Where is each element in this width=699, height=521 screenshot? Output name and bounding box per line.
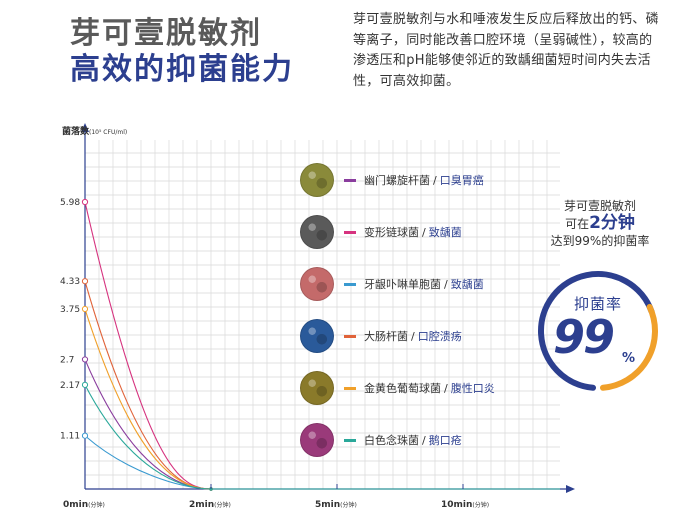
series-line (84, 384, 560, 490)
bacteria-image (300, 371, 334, 405)
bacteria-image (300, 163, 334, 197)
legend-name: 牙龈卟啉单胞菌 (364, 278, 441, 291)
x-tick-value: 10min (441, 500, 472, 510)
bacteria-image (300, 423, 334, 457)
rate-ring-orange (599, 303, 658, 391)
legend-disease: 口腔溃疡 (417, 330, 462, 343)
y-tick-label: 2.7 (60, 355, 74, 365)
x-tick-label: 5min(分钟) (315, 500, 357, 510)
legend-name: 大肠杆菌 (364, 330, 408, 343)
callout-line2: 可在2分钟 (520, 215, 680, 233)
series-start-point (81, 381, 89, 388)
x-tick-label: 2min(分钟) (189, 500, 231, 510)
legend-item: 牙龈卟啉单胞菌 / 致龋菌 (300, 266, 484, 302)
series-start-point (81, 432, 89, 439)
x-tick-value: 5min (315, 500, 340, 510)
legend-swatch (344, 282, 356, 286)
chart-curves (84, 201, 560, 490)
callout-line2-big: 2分钟 (589, 213, 635, 233)
y-axis-label: 菌落数(10⁵ CFU/ml) (62, 125, 127, 137)
x-axis-arrow (566, 485, 575, 493)
y-axis-label-main: 菌落数 (62, 125, 90, 137)
callout-line2-prefix: 可在 (565, 217, 590, 231)
series-start-point (81, 305, 89, 313)
callout: 芽可壹脱敏剂 可在2分钟 达到99%的抑菌率 (520, 198, 680, 250)
rate-ring (538, 271, 658, 391)
legend-name: 变形链球菌 (364, 226, 419, 239)
series-start-point (81, 278, 89, 285)
legend-swatch (344, 178, 356, 182)
legend-disease: 致龋菌 (450, 278, 484, 291)
legend-item: 幽门螺旋杆菌 / 口臭胃癌 (300, 162, 484, 198)
legend-separator: / (433, 173, 437, 187)
x-tick-label: 10min(分钟) (441, 500, 489, 510)
bacteria-image (300, 267, 334, 301)
rate-percent: % (622, 351, 636, 366)
rate-ring-blue (538, 271, 655, 391)
x-tick-value: 2min (189, 500, 214, 510)
legend-swatch (344, 334, 356, 338)
legend-separator: / (444, 277, 448, 291)
legend-name: 幽门螺旋杆菌 (364, 174, 430, 187)
callout-line1: 芽可壹脱敏剂 (563, 199, 636, 213)
legend-separator: / (422, 225, 426, 239)
chart-points (81, 198, 213, 491)
callout-line3: 达到99%的抑菌率 (550, 234, 650, 248)
y-tick-label: 5.98 (60, 198, 80, 208)
series-start-point (81, 198, 89, 206)
legend-disease: 口臭胃癌 (439, 174, 484, 187)
series-start-point (81, 356, 89, 363)
legend-item: 金黄色葡萄球菌 / 腹性口炎 (300, 370, 495, 406)
x-tick-unit: (分钟) (472, 501, 489, 509)
y-tick-label: 1.11 (60, 432, 80, 442)
title-line2: 高效的抑菌能力 (70, 52, 294, 87)
rate-value: 99 (553, 310, 615, 364)
legend-swatch (344, 386, 356, 390)
intro-text: 芽可壹脱敏剂与水和唾液发生反应后释放出的钙、磷等离子，同时能改善口腔环境（呈弱碱… (353, 12, 659, 89)
y-tick-label: 3.75 (60, 305, 80, 315)
legend-swatch (344, 438, 356, 442)
legend-name: 白色念珠菌 (364, 434, 419, 447)
y-axis-label-unit: (10⁵ CFU/ml) (89, 129, 127, 136)
legend-disease: 鹅口疮 (428, 434, 462, 447)
x-tick-unit: (分钟) (214, 501, 231, 509)
legend-separator: / (411, 329, 415, 343)
y-tick-label: 4.33 (60, 277, 80, 287)
x-tick-label: 0min(分钟) (63, 500, 105, 510)
legend-disease: 致龋菌 (428, 226, 462, 239)
legend-item: 白色念珠菌 / 鹅口疮 (300, 422, 462, 458)
title-line1: 芽可壹脱敏剂 (70, 16, 262, 51)
x-tick-unit: (分钟) (340, 501, 357, 509)
legend-item: 大肠杆菌 / 口腔溃疡 (300, 318, 462, 354)
y-axis-arrow (81, 123, 89, 132)
legend-separator: / (444, 381, 448, 395)
x-tick-unit: (分钟) (88, 501, 105, 509)
legend-item: 变形链球菌 / 致龋菌 (300, 214, 462, 250)
legend-name: 金黄色葡萄球菌 (364, 382, 441, 395)
y-tick-label: 2.17 (60, 381, 80, 391)
x-tick-value: 0min (63, 500, 88, 510)
legend-swatch (344, 230, 356, 234)
rate-label: 抑菌率 (573, 295, 622, 313)
bacteria-image (300, 319, 334, 353)
legend-separator: / (422, 433, 426, 447)
bacteria-image (300, 215, 334, 249)
legend-disease: 腹性口炎 (450, 382, 495, 395)
